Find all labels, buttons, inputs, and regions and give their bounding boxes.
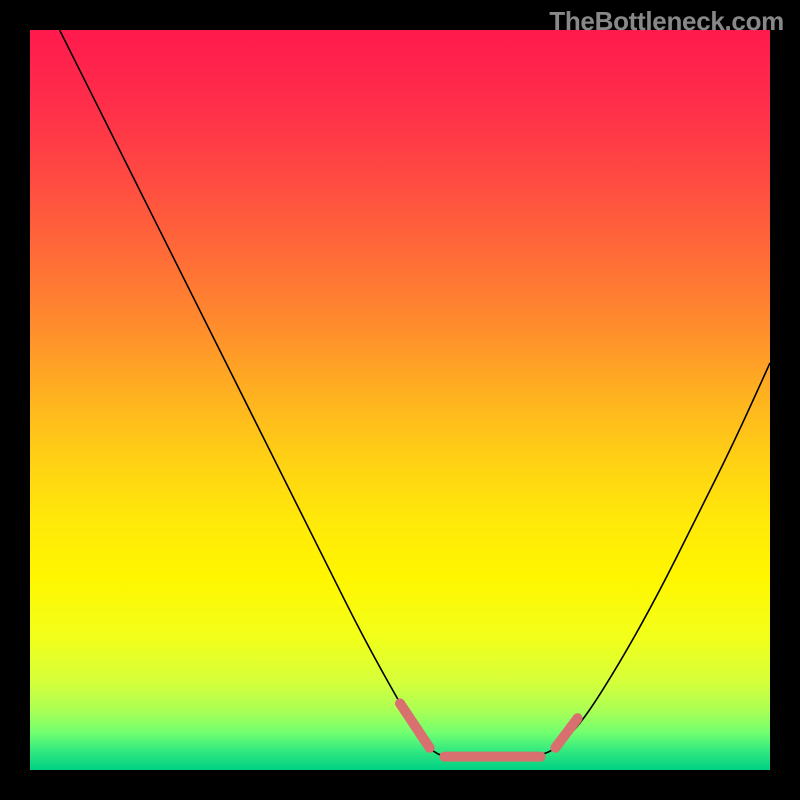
plot-wrapper: [30, 30, 770, 770]
plot-area: [30, 30, 770, 770]
watermark-text: TheBottleneck.com: [549, 6, 784, 37]
gradient-background: [30, 30, 770, 770]
plot-svg: [30, 30, 770, 770]
